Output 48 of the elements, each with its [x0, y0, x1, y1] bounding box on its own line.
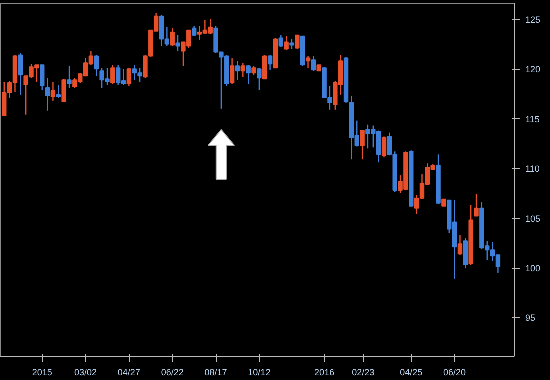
candlestick	[240, 62, 246, 78]
x-tick-label: 2016	[314, 368, 335, 378]
y-tick-label: 115	[526, 114, 540, 124]
x-tick-label: 04/27	[118, 368, 140, 378]
candlestick	[290, 38, 294, 50]
candlestick	[262, 54, 268, 80]
candlestick	[463, 238, 468, 269]
y-tick-label: 95	[526, 313, 536, 324]
x-tick-label: 2015	[32, 368, 52, 378]
candlestick	[235, 60, 240, 81]
candlestick	[50, 81, 56, 102]
candlestick	[170, 28, 175, 47]
candlestick	[474, 194, 479, 217]
candlestick	[311, 56, 316, 72]
x-tick-label: 06/22	[161, 368, 184, 378]
x-tick-label: 08/17	[204, 368, 228, 378]
candlestick	[62, 78, 66, 103]
candlestick	[40, 64, 45, 91]
candlestick	[360, 130, 365, 160]
candlestick	[67, 66, 72, 89]
x-tick-label: 04/25	[400, 368, 423, 378]
candlestick	[284, 36, 289, 51]
y-tick-label: 100	[526, 264, 541, 274]
candlestick	[192, 26, 197, 37]
y-tick-label: 125	[526, 14, 541, 25]
x-tick-label: 06/20	[444, 368, 466, 378]
candlestick	[126, 68, 132, 87]
candlestick	[257, 68, 262, 91]
x-tick-label: 02/23	[352, 368, 375, 378]
candlestick	[278, 34, 284, 48]
candlestick	[246, 64, 251, 85]
candlestick	[45, 77, 50, 112]
candlestick	[382, 136, 387, 158]
y-tick-label: 120	[526, 64, 541, 75]
x-tick-label: 03/02	[74, 368, 98, 378]
x-tick-label: 10/12	[248, 368, 271, 378]
candlestick	[230, 58, 235, 85]
candlestick	[306, 56, 311, 69]
candlestick	[176, 34, 180, 52]
candlestick	[458, 234, 463, 256]
candlestick	[56, 84, 62, 99]
candlestick	[110, 64, 116, 85]
candlestick	[295, 34, 300, 50]
y-tick-label: 110	[526, 164, 540, 174]
candlestick	[268, 54, 273, 71]
candlestick	[18, 52, 24, 96]
y-tick-label: 105	[526, 214, 541, 224]
candlestick	[94, 54, 99, 77]
